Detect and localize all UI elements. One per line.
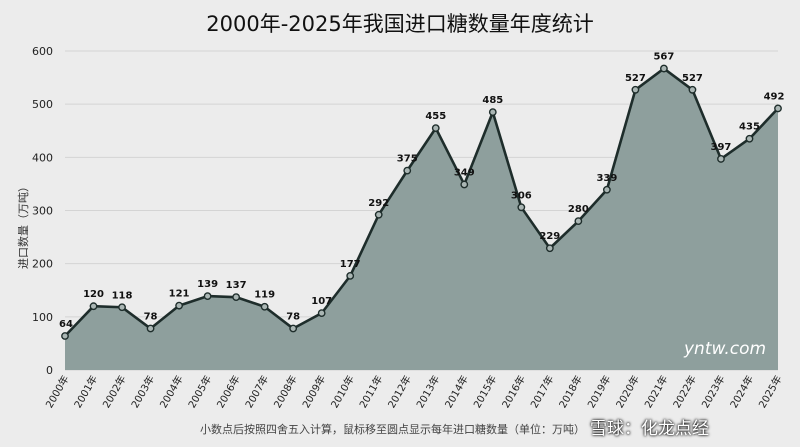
chart-title: 2000年-2025年我国进口糖数量年度统计 [206, 12, 594, 36]
x-tick-label: 2021年 [642, 373, 671, 410]
y-axis-ticks: 0 100 200 300 400 500 600 [32, 45, 53, 377]
data-point[interactable] [289, 324, 298, 333]
x-tick-label: 2025年 [756, 373, 785, 410]
x-tick-label: 2003年 [128, 373, 157, 410]
data-label: 306 [511, 190, 532, 201]
data-label: 78 [144, 312, 158, 323]
data-points[interactable] [61, 64, 782, 340]
data-point[interactable] [602, 185, 611, 194]
x-tick-label: 2009年 [299, 373, 328, 410]
data-point[interactable] [260, 302, 269, 311]
data-point[interactable] [745, 134, 754, 143]
data-point[interactable] [545, 244, 554, 253]
x-tick-label: 2000年 [43, 373, 72, 410]
data-point[interactable] [774, 104, 782, 113]
data-point[interactable] [175, 301, 183, 310]
data-point[interactable] [517, 203, 526, 212]
y-tick-label: 400 [32, 151, 53, 164]
x-tick-label: 2017年 [527, 373, 556, 410]
data-point[interactable] [118, 303, 126, 312]
data-point[interactable] [203, 292, 212, 300]
y-tick-label: 0 [46, 364, 53, 377]
data-point[interactable] [232, 293, 241, 302]
x-tick-label: 2002年 [100, 373, 129, 410]
data-point[interactable] [460, 180, 469, 189]
series-line [64, 67, 779, 337]
x-axis-ticks: 2000年 2001年 2002年 2003年 2004年 2005年 2006年 2007年… [43, 373, 785, 410]
data-point[interactable] [660, 64, 668, 73]
area-fill [65, 68, 778, 371]
x-tick-label: 2015年 [470, 373, 499, 410]
data-label: 375 [397, 154, 418, 165]
x-tick-label: 2006年 [214, 373, 243, 410]
data-point[interactable] [574, 217, 583, 226]
data-label: 119 [254, 290, 275, 301]
data-label: 397 [711, 142, 732, 153]
data-label: 78 [286, 312, 300, 323]
data-label: 139 [197, 279, 218, 290]
x-tick-label: 2020年 [613, 373, 642, 410]
x-tick-label: 2010年 [328, 373, 357, 410]
x-tick-label: 2004年 [157, 373, 186, 410]
data-label: 339 [596, 173, 617, 184]
data-point[interactable] [61, 332, 69, 340]
x-tick-label: 2005年 [185, 373, 214, 410]
y-tick-label: 200 [32, 258, 53, 271]
data-point[interactable] [89, 302, 98, 311]
data-point[interactable] [317, 309, 326, 318]
y-tick-label: 600 [32, 45, 53, 58]
data-label: 64 [59, 319, 73, 330]
data-label: 527 [625, 73, 646, 84]
watermark: yntw.com [684, 339, 767, 359]
data-label: 567 [653, 52, 674, 63]
x-tick-label: 2011年 [356, 373, 385, 410]
area-fill-layer [65, 68, 778, 371]
data-label: 280 [568, 204, 589, 215]
data-point[interactable] [431, 124, 440, 132]
y-tick-label: 300 [32, 205, 53, 218]
x-tick-label: 2016年 [499, 373, 528, 410]
data-label: 527 [682, 73, 703, 84]
data-label: 485 [482, 95, 503, 106]
data-point[interactable] [346, 271, 355, 280]
x-tick-label: 2023年 [699, 373, 728, 410]
data-label: 120 [83, 289, 104, 300]
x-tick-label: 2019年 [584, 373, 613, 410]
data-point[interactable] [146, 324, 155, 333]
x-tick-label: 2007年 [242, 373, 271, 410]
data-label: 349 [454, 167, 475, 178]
data-label: 107 [311, 296, 332, 307]
data-point[interactable] [688, 85, 697, 94]
data-label: 118 [112, 290, 133, 301]
data-point[interactable] [374, 210, 383, 219]
data-point[interactable] [488, 108, 497, 117]
x-tick-label: 2022年 [670, 373, 699, 410]
data-point[interactable] [403, 166, 412, 175]
data-label: 455 [425, 111, 446, 122]
data-labels: 64 120 118 78 121 139 137 119 78 107 177 292 375 455 3… [59, 52, 784, 330]
x-tick-label: 2014年 [442, 373, 471, 410]
y-tick-label: 500 [32, 98, 53, 111]
data-label: 137 [226, 280, 247, 291]
x-tick-label: 2024年 [727, 373, 756, 410]
data-label: 435 [739, 122, 760, 133]
x-tick-label: 2001年 [71, 373, 100, 410]
x-tick-label: 2018年 [556, 373, 585, 410]
y-tick-label: 100 [32, 311, 53, 324]
x-tick-label: 2013年 [413, 373, 442, 410]
y-axis-label: 进口数量（万吨） [17, 181, 30, 269]
x-tick-label: 2012年 [385, 373, 414, 410]
x-tick-label: 2008年 [271, 373, 300, 410]
series-line-layer [64, 67, 779, 337]
data-label: 121 [169, 289, 190, 300]
data-label: 292 [368, 198, 389, 209]
footnote: 小数点后按照四舍五入计算，鼠标移至圆点显示每年进口糖数量（单位：万吨） [200, 423, 585, 436]
data-point[interactable] [631, 85, 640, 94]
data-point[interactable] [717, 155, 725, 163]
data-label: 492 [764, 91, 785, 102]
brand-watermark: 雪球：化龙点经 [590, 419, 709, 439]
data-label: 229 [539, 231, 560, 242]
data-label: 177 [340, 259, 361, 270]
